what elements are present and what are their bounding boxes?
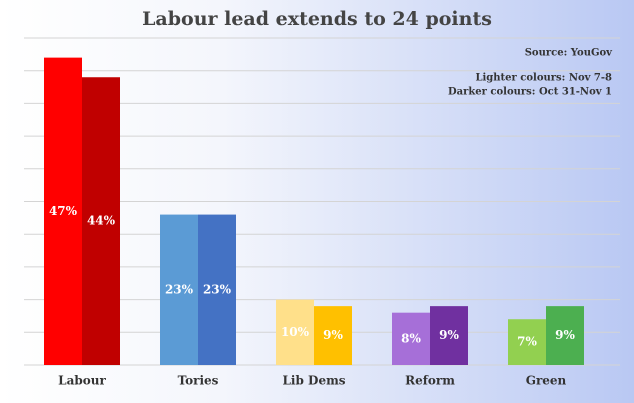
bar (508, 319, 546, 365)
value-label: 8% (401, 331, 421, 345)
chart-title: Labour lead extends to 24 points (142, 8, 492, 30)
value-label: 23% (165, 282, 194, 296)
bar (546, 306, 584, 365)
x-tick-label: Tories (178, 374, 219, 388)
bar (198, 214, 236, 365)
value-label: 7% (517, 335, 537, 349)
x-tick-label: Lib Dems (282, 374, 345, 388)
value-label: 47% (49, 204, 78, 218)
x-tick-label: Green (526, 374, 567, 388)
value-label: 44% (87, 214, 116, 228)
value-label: 9% (323, 328, 343, 342)
legend-entry: Darker colours: Oct 31-Nov 1 (448, 87, 612, 98)
bar (314, 306, 352, 365)
bar (44, 57, 82, 366)
value-label: 10% (281, 325, 310, 339)
x-tick-label: Labour (58, 374, 106, 388)
bar (160, 214, 198, 365)
bar (392, 312, 430, 365)
bar (82, 77, 120, 366)
legend-entry: Lighter colours: Nov 7-8 (475, 73, 612, 84)
x-tick-label: Reform (405, 374, 455, 388)
value-label: 9% (555, 328, 575, 342)
bar (430, 306, 468, 365)
value-label: 23% (203, 282, 232, 296)
source: Source: YouGov (525, 48, 613, 59)
value-label: 9% (439, 328, 459, 342)
bar (276, 299, 314, 365)
